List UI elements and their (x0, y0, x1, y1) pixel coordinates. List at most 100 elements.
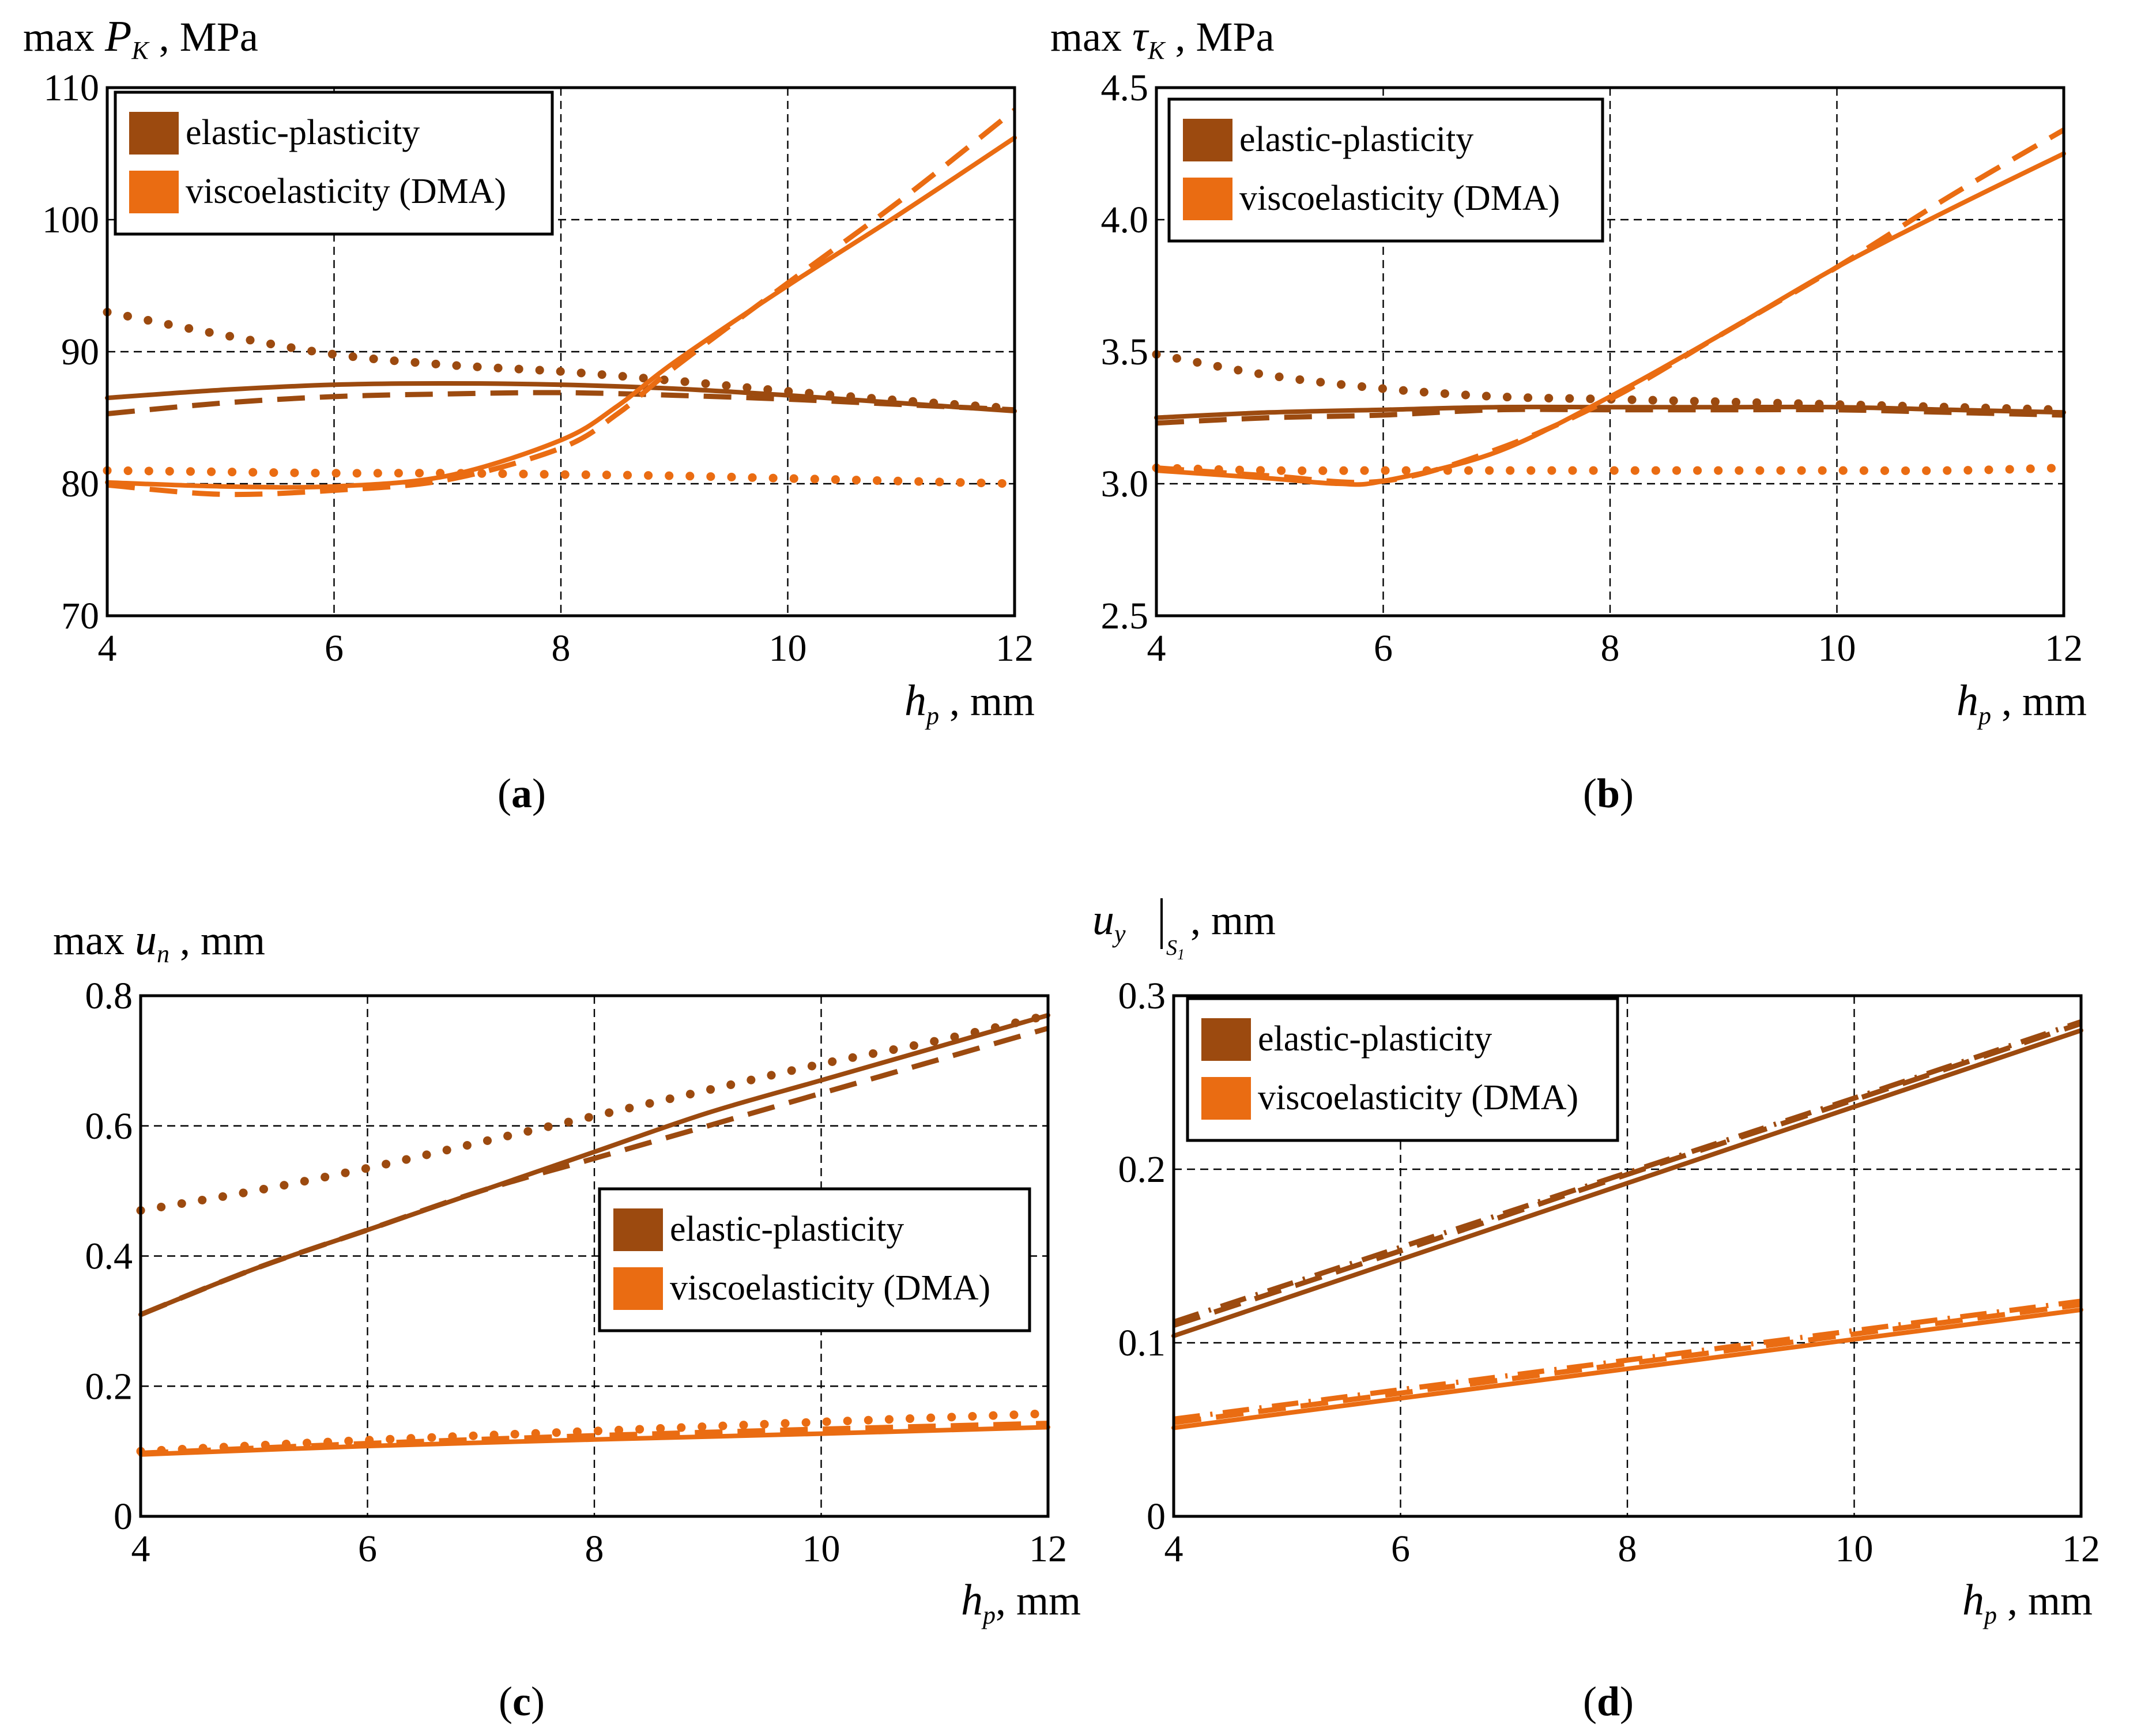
x-tick-label: 12 (1029, 1528, 1067, 1570)
y-tick-label: 0 (114, 1496, 133, 1538)
legend-label: viscoelasticity (DMA) (1239, 179, 1560, 218)
x-axis-title: hp , mm (1957, 676, 2087, 730)
y-axis-title: max τK , MPa (1050, 12, 1275, 65)
x-axis-title: hp , mm (1962, 1576, 2093, 1629)
panel-label: (b) (1583, 770, 1634, 816)
legend-box (598, 1187, 1031, 1332)
plot-frame (1155, 86, 2065, 617)
panel-label: (d) (1583, 1678, 1634, 1724)
x-tick-label: 6 (358, 1528, 377, 1570)
y-tick-label: 3.5 (1101, 331, 1149, 373)
legend-swatch-visco (1201, 1077, 1251, 1120)
x-tick-label: 8 (1601, 627, 1620, 669)
x-tick-label: 4 (1164, 1528, 1183, 1570)
y-tick-label: 0.6 (85, 1105, 133, 1147)
x-tick-label: 8 (1618, 1528, 1637, 1570)
y-tick-label: 0.2 (1118, 1148, 1166, 1191)
legend-swatch-visco (1183, 178, 1232, 220)
y-tick-label: 100 (42, 199, 99, 241)
panel-label: (c) (499, 1678, 545, 1724)
series-line-visco-dashed (1173, 1302, 2082, 1425)
x-tick-label: 6 (325, 627, 344, 669)
y-tick-label: 0.4 (85, 1236, 133, 1278)
series-line-visco-dashed (1156, 127, 2065, 485)
plot-frame (1172, 994, 2083, 1518)
y-tick-label: 80 (61, 463, 99, 505)
series-line-visco-solid (1171, 1307, 2083, 1430)
series-line-elastic-dotted (103, 307, 1019, 413)
y-tick-label: 70 (61, 595, 99, 637)
legend-box (114, 91, 554, 236)
chart-panel-d: 0 0.1 0.2 0.3 4 6 8 10 12 uy S1 , mm hp , mm (d) elas… (1092, 895, 2100, 1724)
legend-swatch-visco (613, 1267, 663, 1310)
series-line-elastic-dashdot (1173, 1019, 2082, 1325)
series-group (136, 1011, 1053, 1457)
series-group (103, 108, 1019, 498)
legend-label: viscoelasticity (DMA) (670, 1268, 990, 1308)
series-line-elastic-dashed (140, 1026, 1049, 1317)
legend-swatch-elastic (129, 112, 179, 155)
y-axis-unit: , mm (1190, 897, 1276, 943)
y-tick-label: 4.5 (1101, 67, 1149, 109)
legend-label: elastic-plasticity (670, 1210, 904, 1249)
y-tick-label: 90 (61, 331, 99, 373)
series-line-visco-dashed (107, 108, 1016, 498)
x-tick-label: 10 (802, 1528, 840, 1570)
y-tick-label: 110 (43, 67, 99, 109)
x-tick-label: 8 (552, 627, 571, 669)
series-line-elastic-dashed (1156, 406, 2064, 426)
series-line-elastic-solid (138, 1012, 1050, 1317)
y-tick-label: 0.2 (85, 1365, 133, 1407)
legend-label: elastic-plasticity (186, 113, 420, 152)
chart-panel-c: 0 0.2 0.4 0.6 0.8 4 6 8 10 12 max un , mm hp, mm (c)… (53, 916, 1081, 1724)
series-line-elastic-dashed (107, 390, 1015, 417)
x-tick-label: 4 (98, 627, 117, 669)
legend: elastic-plasticity viscoelasticity (DMA) (1167, 97, 1604, 243)
series-line-visco-dotted (1152, 464, 2068, 475)
legend-box (1167, 97, 1604, 243)
series-line-visco-dashdot (1173, 1298, 2082, 1422)
y-tick-label: 0.3 (1118, 975, 1166, 1017)
legend-label: elastic-plasticity (1258, 1019, 1492, 1059)
panel-label: (a) (497, 770, 546, 816)
y-tick-label: 0 (1147, 1496, 1166, 1538)
evaluation-subscript: S1 (1166, 936, 1185, 963)
x-tick-label: 4 (131, 1528, 150, 1570)
plot-frame (139, 994, 1050, 1518)
series-line-visco-solid (105, 135, 1017, 490)
x-tick-label: 6 (1391, 1528, 1410, 1570)
y-axis-title: uy (1092, 895, 1126, 948)
y-axis-title: max PK , MPa (23, 12, 258, 65)
series-line-elastic-solid (1154, 404, 2066, 420)
legend-swatch-elastic (613, 1208, 663, 1251)
x-axis-title: hp, mm (961, 1576, 1081, 1629)
legend: elastic-plasticity viscoelasticity (DMA) (114, 91, 554, 236)
series-line-elastic-dashed (1173, 1020, 2082, 1328)
legend: elastic-plasticity viscoelasticity (DMA) (1186, 997, 1619, 1142)
series-line-elastic-dotted (136, 1011, 1053, 1215)
y-tick-label: 4.0 (1101, 199, 1149, 241)
chart-panel-a: 70 80 90 100 110 4 6 8 10 12 max PK , MPa hp , mm (a… (23, 12, 1035, 816)
y-tick-label: 0.1 (1118, 1322, 1166, 1364)
legend: elastic-plasticity viscoelasticity (DMA) (598, 1187, 1031, 1332)
legend-swatch-visco (129, 171, 179, 213)
x-tick-label: 4 (1147, 627, 1166, 669)
x-tick-label: 8 (585, 1528, 604, 1570)
legend-label: elastic-plasticity (1239, 120, 1473, 159)
plot-frame (105, 86, 1016, 617)
x-tick-label: 10 (769, 627, 807, 669)
x-axis-title: hp , mm (904, 676, 1035, 730)
y-axis-title: max un , mm (53, 916, 265, 968)
series-group (1152, 127, 2068, 487)
y-tick-label: 0.8 (85, 975, 133, 1017)
y-tick-label: 3.0 (1101, 463, 1149, 505)
legend-swatch-elastic (1183, 119, 1232, 161)
x-tick-label: 12 (2062, 1528, 2100, 1570)
x-tick-label: 6 (1374, 627, 1393, 669)
legend-label: viscoelasticity (DMA) (1258, 1078, 1578, 1117)
series-line-elastic-solid (1171, 1028, 2083, 1338)
x-tick-label: 10 (1818, 627, 1856, 669)
legend-label: viscoelasticity (DMA) (186, 172, 506, 211)
y-tick-label: 2.5 (1101, 595, 1149, 637)
